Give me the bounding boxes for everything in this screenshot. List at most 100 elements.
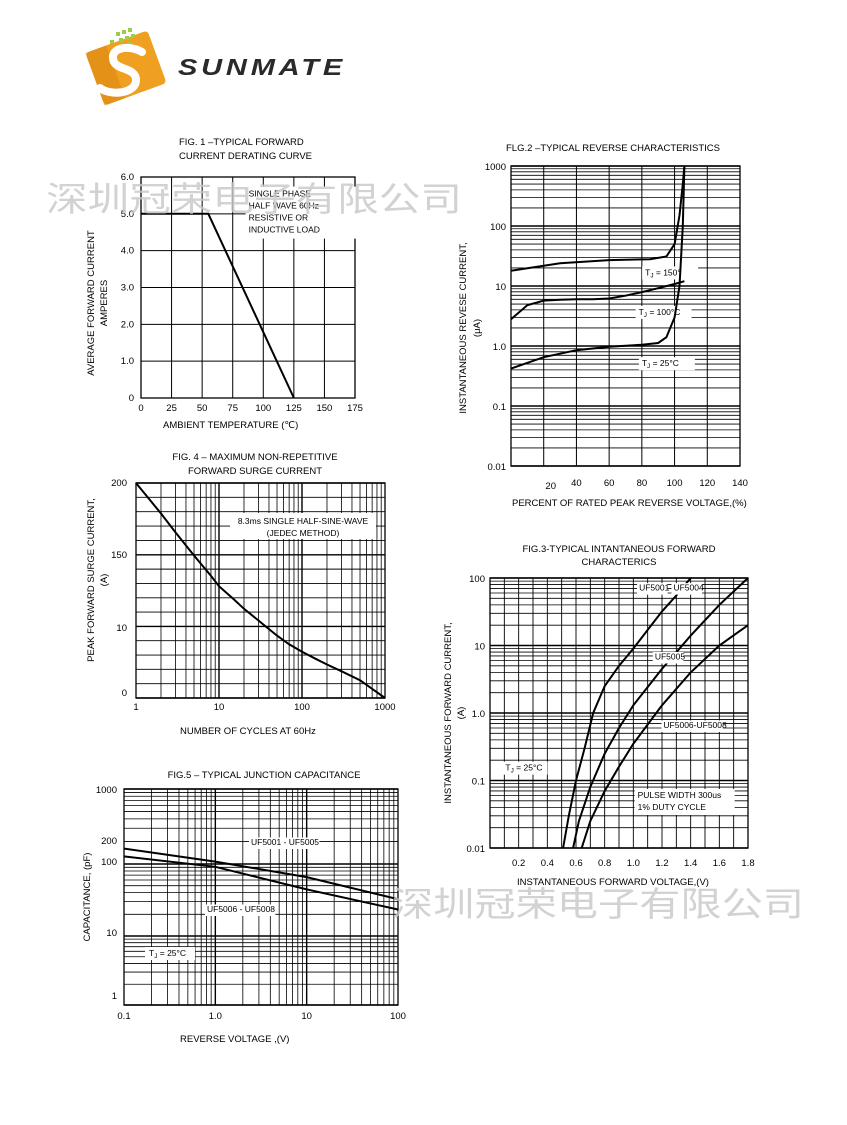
fig1-y-tick-label: 2.0 (121, 319, 134, 330)
fig1-y-axis-label: AVERAGE FORWARD CURRENT (86, 230, 97, 376)
fig3-series-label-bg (661, 720, 723, 732)
fig5-y-tick-label: 200 (101, 836, 117, 847)
fig2-series-line (510, 165, 686, 370)
fig3-x-tick-label: 1.8 (741, 858, 754, 869)
fig3-series-line (572, 577, 749, 849)
fig3-series-line (562, 577, 692, 849)
fig3-x-tick-label: 1.0 (627, 858, 640, 869)
fig4-annotation-bg (230, 513, 376, 539)
fig5-frame (123, 788, 399, 1006)
fig1-annotation-line: SINGLE PHASE (249, 189, 312, 199)
fig1-x-tick-label: 25 (166, 403, 177, 414)
fig2-y-tick-label: 1.0 (493, 342, 506, 353)
fig4-y-tick-label: 150 (111, 550, 127, 561)
fig5-y-tick-label: 1000 (96, 785, 117, 796)
fig3-x-tick-label: 0.4 (541, 858, 554, 869)
fig5-temp-label-bg (145, 947, 195, 960)
fig3-x-tick-label: 0.8 (598, 858, 611, 869)
fig2-frame (510, 165, 741, 467)
fig2-series-line (510, 165, 686, 272)
fig2-x-tick-label: 140 (732, 478, 748, 489)
fig2-y-tick-label: 1000 (485, 162, 506, 173)
fig4-annotation-line: (JEDEC METHOD) (267, 528, 340, 538)
fig2-y-tick-label: 0.01 (488, 462, 507, 473)
fig1-y-tick-label: 5.0 (121, 209, 134, 220)
fig4-x-tick-label: 1000 (374, 702, 395, 713)
fig5-y-axis-label: CAPACITANCE, (pF) (82, 853, 93, 942)
fig1-annotation-line: HALF WAVE 60Hz (249, 201, 319, 211)
fig3-x-axis-label: INSTANTANEOUS FORWARD VOLTAGE,(V) (517, 877, 709, 888)
fig4-y-tick-label: 200 (111, 478, 127, 489)
fig2-x-tick-label: 20 (545, 481, 556, 492)
fig5-series-line (123, 847, 399, 901)
fig3-pulse-note-bg (634, 789, 735, 816)
fig5-x-tick-label: 1.0 (209, 1011, 222, 1022)
fig3-frame (489, 577, 749, 849)
fig3-temp-label-bg (503, 761, 548, 775)
fig5-y-tick-label: 1 (112, 991, 117, 1002)
fig4-title-line: FIG. 4 – MAXIMUM NON-REPETITIVE (172, 452, 337, 463)
fig5-y-tick-label: 10 (106, 928, 117, 939)
fig4-x-tick-label: 10 (214, 702, 225, 713)
charts-layer: FIG. 1 –TYPICAL FORWARD CURRENT DERATING … (82, 137, 755, 1045)
fig2-x-tick-label: 40 (571, 478, 582, 489)
fig3-series-label: UF5004 (673, 583, 704, 593)
fig1-y-tick-label: 4.0 (121, 246, 134, 257)
fig2-y-tick-label: 100 (490, 222, 506, 233)
fig3-series-label-bg (652, 652, 684, 664)
fig3-temp-label: TJ = 25°C (505, 763, 542, 775)
fig1-x-tick-label: 175 (347, 403, 363, 414)
fig5-series-label: UF5001 - UF5005 (251, 837, 319, 847)
fig4-annotation-line: 8.3ms SINGLE HALF-SINE-WAVE (238, 516, 369, 526)
fig5-x-tick-label: 0.1 (117, 1011, 130, 1022)
fig3-y-tick-label: 10 (474, 642, 485, 653)
fig2-series-label-bg (638, 357, 695, 371)
watermark-top: 深圳冠荣电子有限公司 (46, 180, 462, 220)
fig3-x-tick-label: 1.6 (713, 858, 726, 869)
fig2-series-label-bg (635, 305, 692, 319)
fig4-x-tick-label: 100 (294, 702, 310, 713)
fig3-series-line (580, 624, 749, 849)
fig4-y-axis-label: PEAK FORWARD SURGE CURRENT, (86, 498, 97, 662)
fig2-x-axis-label: PERCENT OF RATED PEAK REVERSE VOLTAGE,(%… (512, 498, 747, 509)
fig3-x-tick-label: 0.2 (512, 858, 525, 869)
fig1-derating-curve (141, 212, 295, 399)
fig1-chart: FIG. 1 –TYPICAL FORWARD CURRENT DERATING … (86, 137, 363, 431)
fig2-x-tick-label: 60 (604, 478, 615, 489)
fig3-chart: FIG.3-TYPICAL INTANTANEOUS FORWARD CHARAC… (443, 544, 755, 888)
fig5-series-line (123, 855, 399, 911)
fig5-series-label: UF5006 - UF5008 (207, 904, 275, 914)
fig1-y-tick-label: 6.0 (121, 172, 134, 183)
logo-s-swoosh (96, 43, 146, 97)
fig5-temp-label: TJ = 25°C (149, 948, 186, 960)
fig3-y-axis-label: INSTANTANEOUS FORWARD CURRENT, (443, 622, 454, 803)
fig2-series-label-bg (642, 266, 699, 280)
fig2-series-label: TJ = 150° (645, 267, 681, 279)
fig1-x-tick-label: 125 (286, 403, 302, 414)
fig1-y-tick-label: 3.0 (121, 283, 134, 294)
fig4-surge-curve (135, 482, 386, 699)
fig1-title-line: FIG. 1 –TYPICAL FORWARD (179, 137, 304, 148)
fig2-series-line (510, 280, 685, 320)
fig5-y-tick-label: 100 (101, 857, 117, 868)
fig5-series-label-bg (205, 904, 276, 916)
fig3-y-axis-label: (A) (456, 707, 467, 720)
fig4-frame (135, 482, 386, 699)
sunmate-logo: SUNMATE (85, 28, 343, 106)
fig3-series-label-bg (637, 583, 668, 595)
fig5-title: FIG.5 – TYPICAL JUNCTION CAPACITANCE (168, 770, 361, 781)
fig2-x-tick-label: 120 (699, 478, 715, 489)
fig5-x-tick-label: 10 (301, 1011, 312, 1022)
fig4-y-tick-label: 0 (122, 688, 127, 699)
fig1-x-tick-label: 75 (227, 403, 238, 414)
fig2-y-axis-label: INSTANTANEOUS REVESE CURRENT, (458, 242, 469, 413)
fig1-x-tick-label: 100 (255, 403, 271, 414)
fig4-x-tick-label: 1 (133, 702, 138, 713)
fig3-series-label: UF5006-UF5008 (663, 720, 727, 730)
fig3-y-tick-label: 0.1 (472, 777, 485, 788)
fig3-x-tick-label: 1.4 (684, 858, 697, 869)
fig3-x-tick-label: 0.6 (569, 858, 582, 869)
fig3-y-tick-label: 1.0 (472, 709, 485, 720)
